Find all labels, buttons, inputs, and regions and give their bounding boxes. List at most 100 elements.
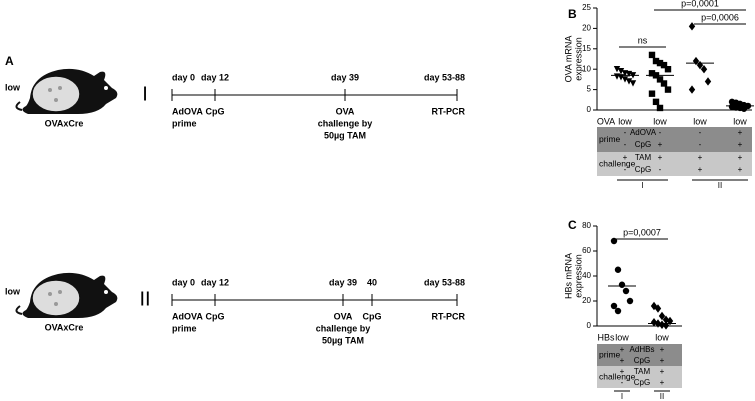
significance-label: p=0,0006 [701,12,739,22]
cell-value: + [658,153,663,162]
panel-label: C [568,218,577,232]
row-label: AdHBs [630,345,655,354]
cell-value: + [620,367,625,376]
group-label: I [621,392,623,401]
y-axis-label: expression [573,37,583,81]
table-section [597,344,682,366]
y-tick-label: 15 [582,44,591,53]
table-section [597,366,682,388]
x-tick-label: low [653,116,667,126]
cell-value: - [659,165,662,174]
y-tick-label: 60 [582,246,591,255]
mouse-icon [15,271,119,319]
event-label: 50µg TAM [322,335,364,345]
mouse-icon [15,67,119,115]
cell-value: + [623,153,628,162]
data-point [626,297,634,305]
cell-value: + [658,140,663,149]
x-tick-label: low [733,116,747,126]
event-label: OVA [336,106,355,116]
cell-value: + [660,356,665,365]
group-label: II [139,288,150,310]
cell-value: + [660,378,665,387]
x-tick-label: low [655,332,669,342]
data-point [614,266,622,273]
row-label: CpG [634,378,650,387]
row-label: AdOVA [630,128,657,137]
section-label: prime [599,349,621,359]
day-label: 40 [367,277,377,287]
y-axis-label: HBs mRNA [563,253,573,299]
event-label: challenge by [316,323,371,333]
table-header-label: HBs [597,332,615,342]
day-label: day 12 [201,277,229,287]
data-point [610,237,618,245]
row-label: TAM [634,367,651,376]
y-tick-label: 20 [582,296,591,305]
event-label: 50µg TAM [324,130,366,140]
data-point [629,80,637,87]
data-point [621,76,629,83]
data-point [654,304,662,313]
data-point [618,281,626,288]
data-point [658,320,666,329]
row-label: CpG [635,140,651,149]
data-point [656,76,664,83]
data-point [656,59,664,67]
strain-label: OVAxCre [45,118,84,128]
level-label: low [5,286,21,296]
day-label: day 53-88 [424,277,465,287]
data-point [648,70,656,77]
event-label: CpG [206,106,225,116]
y-axis-label: OVA mRNA [563,36,573,83]
data-point [660,80,668,87]
event-label: OVA [334,311,353,321]
y-tick-label: 0 [587,321,592,330]
y-tick-label: 80 [582,221,591,230]
cell-value: - [624,128,627,137]
cell-value: + [738,128,743,137]
event-label: CpG [363,311,382,321]
data-point [660,61,668,69]
data-point [700,65,708,74]
cell-value: + [620,345,625,354]
event-label: RT-PCR [432,106,466,116]
data-point [652,57,660,65]
panel-label: A [5,54,14,68]
day-label: day 0 [172,277,195,287]
panel-label: B [568,7,577,21]
cell-value: + [738,153,743,162]
day-label: day 53-88 [424,72,465,82]
table-section [597,152,752,176]
data-point [664,86,672,93]
data-point [664,66,672,73]
cell-value: + [660,345,665,354]
day-label: day 12 [201,72,229,82]
y-tick-label: 10 [582,64,591,73]
y-tick-label: 20 [582,24,591,33]
y-tick-label: 40 [582,271,591,280]
data-point [613,66,621,73]
row-label: CpG [634,356,650,365]
cell-value: - [624,140,627,149]
day-label: day 39 [331,72,359,82]
data-point [622,287,630,295]
strain-label: OVAxCre [45,322,84,332]
section-label: challenge [599,371,636,381]
table-header-label: OVA [597,116,615,126]
event-label: CpG [206,311,225,321]
data-point [648,90,656,97]
cell-value: + [738,140,743,149]
section-label: prime [599,134,621,144]
x-tick-label: low [618,116,632,126]
event-label: RT-PCR [432,311,466,321]
event-label: AdOVA [172,311,203,321]
data-point [610,302,618,310]
x-tick-label: low [693,116,707,126]
group-label: II [718,181,722,190]
section-label: challenge [599,158,636,168]
cell-value: - [621,378,624,387]
cell-value: - [659,128,662,137]
data-point [652,98,660,106]
